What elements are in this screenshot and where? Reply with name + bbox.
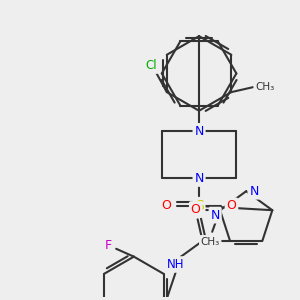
Text: N: N <box>194 125 204 138</box>
Text: CH₃: CH₃ <box>255 82 274 92</box>
Text: N: N <box>211 208 220 222</box>
Text: O: O <box>226 200 236 212</box>
Text: Cl: Cl <box>145 59 157 72</box>
Text: O: O <box>191 203 201 216</box>
Text: N: N <box>194 172 204 185</box>
Text: N: N <box>249 185 259 198</box>
Text: S: S <box>195 199 203 213</box>
Text: CH₃: CH₃ <box>201 237 220 247</box>
Text: O: O <box>162 200 172 212</box>
Text: NH: NH <box>167 258 185 271</box>
Text: F: F <box>105 239 112 252</box>
